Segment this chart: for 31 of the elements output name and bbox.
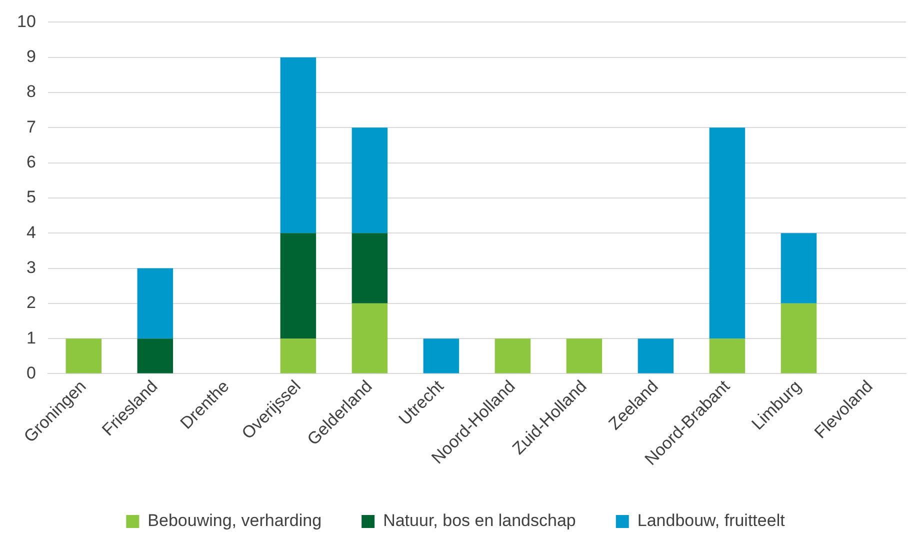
- bar: [280, 57, 316, 234]
- y-tick-label: 3: [26, 258, 36, 277]
- y-tick-label: 10: [16, 12, 36, 31]
- y-tick-label: 8: [26, 82, 36, 102]
- bar: [137, 338, 174, 374]
- bar: [352, 128, 388, 234]
- legend-label: Natuur, bos en landschap: [383, 511, 576, 530]
- y-tick-label: 7: [26, 117, 36, 136]
- bar: [137, 268, 174, 339]
- legend-label: Bebouwing, verharding: [148, 511, 322, 530]
- bar: [352, 233, 388, 304]
- bar: [709, 338, 746, 374]
- y-tick-label: 5: [26, 188, 36, 207]
- bar: [709, 128, 746, 339]
- y-tick-label: 2: [26, 293, 36, 312]
- bar: [66, 338, 102, 374]
- y-tick-label: 4: [26, 222, 36, 242]
- bar: [352, 303, 388, 374]
- bar: [780, 303, 817, 374]
- bar: [280, 338, 316, 374]
- bar: [780, 233, 817, 304]
- y-tick-label: 6: [26, 152, 36, 172]
- bar: [566, 338, 602, 374]
- legend-label: Landbouw, fruitteelt: [637, 511, 786, 530]
- bar: [280, 233, 316, 339]
- bar: [494, 338, 531, 374]
- bar: [423, 338, 460, 374]
- y-tick-label: 0: [26, 363, 36, 382]
- y-tick-label: 1: [26, 328, 36, 348]
- bar: [638, 338, 674, 374]
- y-tick-label: 9: [26, 47, 36, 66]
